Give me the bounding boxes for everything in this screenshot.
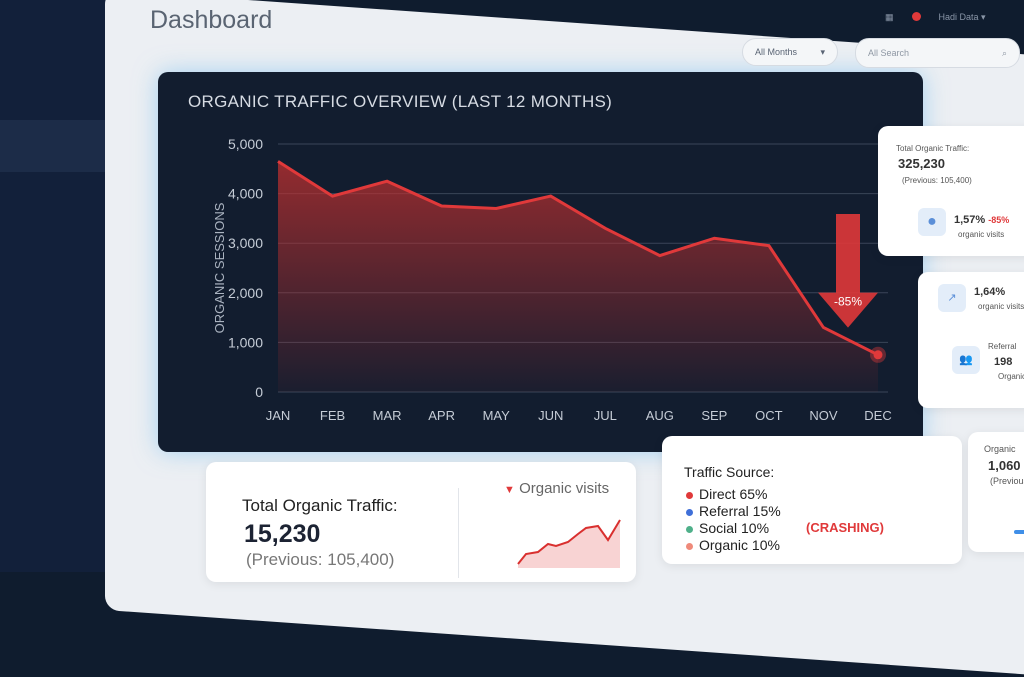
traffic-source-label: Social 10% (699, 520, 770, 536)
sparkline (517, 519, 621, 568)
stat3-value: 198 (994, 356, 1013, 368)
y-axis-label: ORGANIC SESSIONS (212, 202, 227, 333)
drop-annotation: -85% (834, 295, 862, 309)
side-total-label: Total Organic Traffic: (896, 144, 970, 153)
grid-icon[interactable]: ▦ (885, 12, 894, 22)
series-line (277, 160, 879, 357)
x-tick-label: AUG (646, 408, 674, 423)
x-tick-label: JAN (266, 408, 291, 423)
traffic-source-label: Organic 10% (699, 537, 780, 553)
stat1-value: 1,57% (954, 214, 986, 226)
trend-icon: ↗ (938, 284, 966, 312)
x-tick-label: MAY (483, 408, 511, 423)
x-tick-label: MAR (373, 408, 402, 423)
top-actions: ▦ Hadi Data ▾ (885, 12, 986, 23)
legend-dot-icon (686, 543, 693, 550)
sidebar-item-active[interactable] (0, 120, 110, 172)
y-tick-label: 0 (255, 384, 263, 400)
sparkline-line (517, 519, 621, 565)
sparkline-label: Organic visits (519, 480, 610, 497)
side-organic-card: Organic 1,060 (Previous (968, 432, 1024, 552)
chevron-down-icon: ▾ (820, 47, 825, 57)
x-tick-label: APR (428, 408, 455, 423)
stat3-sub: Organic (998, 372, 1024, 381)
traffic-source-card: Traffic Source: Direct 65% Referral 15% So… (662, 436, 962, 564)
notification-icon[interactable] (911, 12, 921, 23)
y-tick-label: 3,000 (228, 235, 263, 251)
y-tick-label: 2,000 (228, 285, 263, 301)
traffic-source-list: Direct 65% Referral 15% Social 10% Organic … (686, 486, 781, 554)
lightbulb-icon: ● (918, 208, 946, 236)
crashing-badge: (CRASHING) (806, 520, 884, 535)
stat1-label: organic visits (958, 230, 1005, 239)
y-tick-label: 5,000 (228, 136, 263, 152)
stat2-value: 1,64% (974, 286, 1006, 298)
total-traffic-value: 15,230 (244, 520, 321, 548)
x-tick-label: OCT (755, 408, 783, 423)
legend-dot-icon (686, 526, 693, 533)
stat4-value: 1,060 (988, 458, 1021, 473)
stat2-label: organic visits (978, 302, 1024, 311)
traffic-chart: 0 1,000 2,000 3,000 4,000 5,000 JAN FEB MAR APR MA… (212, 136, 892, 423)
side-total-previous: (Previous: 105,400) (902, 176, 972, 185)
legend-dot-icon (686, 492, 693, 499)
stat4-sub: (Previous (990, 476, 1024, 486)
period-select[interactable]: All Months ▾ (742, 38, 838, 66)
page-title: Dashboard (150, 6, 273, 34)
data-point (873, 350, 883, 360)
traffic-source-title: Traffic Source: (684, 464, 775, 480)
chart-title: ORGANIC TRAFFIC OVERVIEW (LAST 12 MONTHS… (188, 92, 613, 111)
stat4-label: Organic (984, 444, 1016, 454)
x-tick-label: JUL (594, 408, 617, 423)
search-input[interactable]: All Search ⌕ (855, 38, 1020, 68)
traffic-source-item: Direct 65% (686, 486, 781, 503)
x-tick-label: NOV (809, 408, 838, 423)
area-fill (278, 161, 878, 392)
sidebar (0, 0, 110, 572)
users-icon: 👥 (952, 346, 980, 374)
stat1-delta: -85% (988, 215, 1010, 225)
x-tick-label: DEC (864, 408, 891, 423)
traffic-source-label: Referral 15% (699, 503, 781, 519)
x-tick-label: JUN (538, 408, 563, 423)
traffic-chart-panel: ORGANIC TRAFFIC OVERVIEW (LAST 12 MONTHS… (158, 72, 923, 452)
down-triangle-icon: ▼ (504, 484, 515, 496)
y-tick-label: 4,000 (228, 186, 263, 202)
side-total-value: 325,230 (898, 156, 945, 171)
total-traffic-card: Total Organic Traffic: 15,230 (Previous:… (206, 462, 636, 582)
down-arrow-icon (818, 214, 878, 328)
side-stats-card: ↗ 1,64% organic visits 👥 Referral 198 Or… (918, 272, 1024, 408)
traffic-source-item: Organic 10% (686, 537, 781, 554)
progress-bar (1014, 530, 1024, 534)
x-tick-label: FEB (320, 408, 345, 423)
y-tick-label: 1,000 (228, 334, 263, 350)
sparkline-area (518, 520, 620, 568)
traffic-source-item: Referral 15% (686, 503, 781, 520)
legend-dot-icon (686, 509, 693, 516)
total-traffic-label: Total Organic Traffic: (242, 496, 398, 515)
traffic-source-item: Social 10% (686, 520, 781, 537)
search-icon: ⌕ (1001, 48, 1007, 58)
divider (458, 488, 459, 578)
traffic-source-label: Direct 65% (699, 486, 768, 502)
user-menu[interactable]: Hadi Data ▾ (938, 12, 986, 22)
total-traffic-previous: (Previous: 105,400) (246, 550, 395, 569)
stat3-label: Referral (988, 342, 1017, 351)
x-tick-label: SEP (701, 408, 727, 423)
side-summary-card: Total Organic Traffic: 325,230 (Previous… (878, 126, 1024, 256)
